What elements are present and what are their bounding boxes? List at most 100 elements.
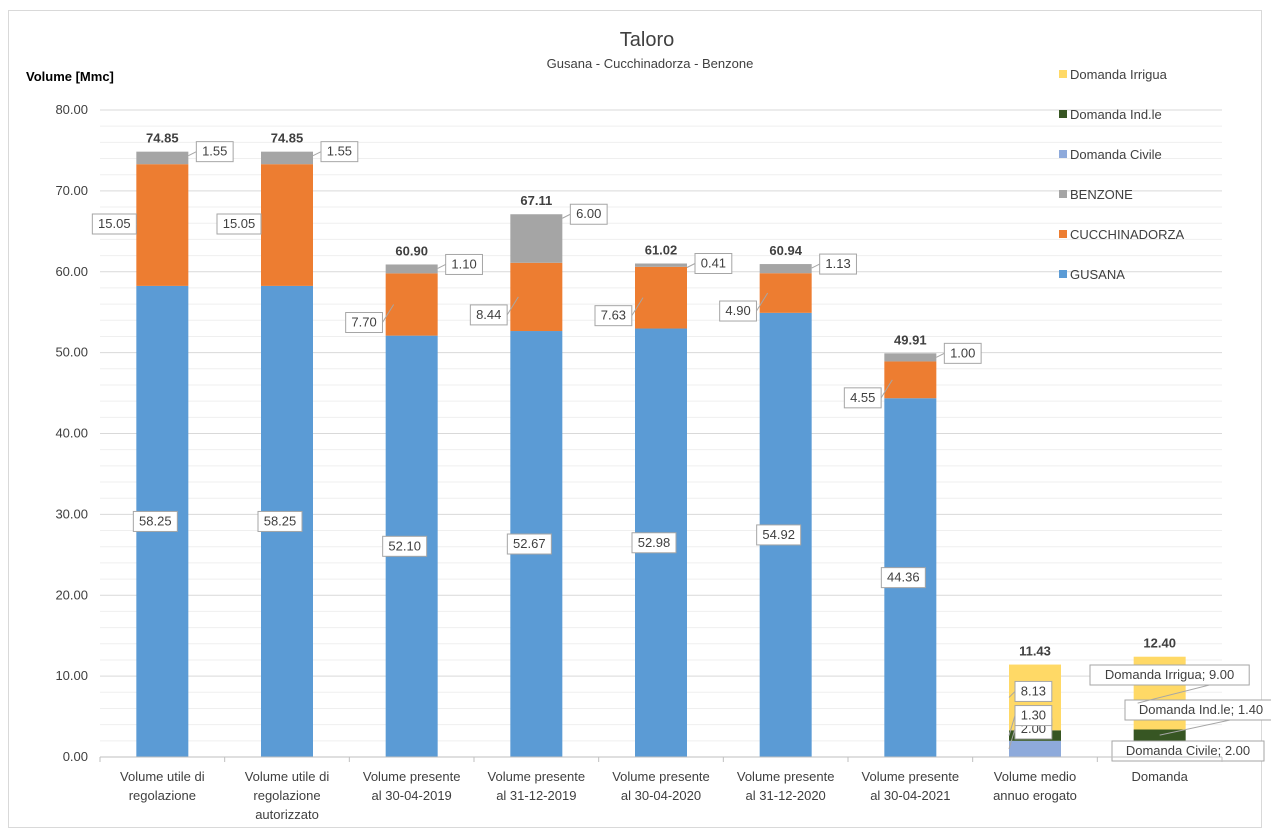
legend-item: BENZONE: [1059, 187, 1133, 202]
leader-line: [756, 292, 769, 312]
y-tick-label: 50.00: [55, 345, 88, 360]
data-label-text: 52.98: [638, 535, 671, 550]
leader-line: [1008, 728, 1016, 750]
leader-line: [506, 296, 519, 316]
data-label: 4.90: [719, 292, 769, 322]
leader-line: [631, 297, 644, 316]
bar-segment-cucchinadorza: [136, 164, 189, 286]
data-label-text: 8.13: [1021, 683, 1046, 698]
data-label: 58.25: [132, 510, 178, 532]
data-label-text: 52.67: [513, 536, 546, 551]
data-label: Domanda Ind.le; 1.40: [1124, 699, 1271, 736]
y-tick-label: 10.00: [55, 668, 88, 683]
data-label-box: [880, 567, 926, 589]
chart-frame: [8, 10, 1262, 828]
bar-segment-cucchinadorza: [884, 361, 937, 399]
data-label: 1.00: [936, 342, 982, 364]
data-label: 1.13: [811, 253, 857, 275]
data-label-box: [1014, 705, 1053, 727]
data-label: 54.92: [756, 524, 802, 546]
data-label-box: [1124, 699, 1271, 721]
data-label: 4.55: [843, 379, 893, 409]
leader-line: [188, 151, 197, 157]
data-label: 1.55: [188, 141, 234, 163]
data-label-box: [469, 304, 508, 326]
bar-segment-cucchinadorza: [635, 266, 687, 329]
data-label: 1.10: [437, 253, 483, 275]
legend-swatch: [1059, 150, 1067, 158]
data-label-text: 15.05: [98, 216, 131, 231]
data-label-box: [719, 300, 757, 322]
data-label-box: [345, 312, 383, 334]
data-label: 1.55: [312, 141, 359, 163]
total-label: 61.02: [645, 243, 678, 258]
data-label-text: 1.55: [202, 144, 227, 159]
data-label-text: Domanda Civile; 2.00: [1126, 743, 1250, 758]
legend-item: GUSANA: [1059, 267, 1125, 282]
bar-segment-benzone: [759, 264, 812, 274]
legend-swatch: [1059, 230, 1067, 238]
data-label: 6.00: [562, 203, 608, 225]
leader-line: [1008, 691, 1016, 698]
total-label: 60.94: [769, 243, 802, 258]
bar-segment-cucchinadorza: [759, 273, 812, 313]
x-tick-label: Volume utile di regolazione autorizzato: [245, 769, 330, 822]
legend-item: Domanda Ind.le: [1059, 107, 1162, 122]
total-label: 49.91: [894, 332, 927, 347]
legend-label: Domanda Ind.le: [1070, 107, 1162, 122]
data-label: Domanda Civile; 2.00: [1111, 740, 1265, 762]
x-tick-label: Volume medio annuo erogato: [993, 769, 1077, 803]
leader-line: [880, 379, 893, 399]
data-label-text: 4.90: [725, 303, 750, 318]
bar-segment-benzone: [635, 263, 687, 267]
legend-swatch: [1059, 110, 1067, 118]
bar-segment-cucchinadorza: [261, 164, 313, 286]
data-label-text: 54.92: [762, 527, 795, 542]
data-label-text: 1.10: [451, 256, 476, 271]
total-label: 12.40: [1143, 636, 1176, 651]
legend-label: CUCCHINADORZA: [1070, 227, 1184, 242]
data-label-box: [1111, 740, 1265, 762]
x-tick-label: Domanda: [1131, 769, 1188, 784]
data-label: 44.36: [880, 567, 926, 589]
data-label-box: [257, 510, 303, 532]
data-label: 52.10: [382, 535, 428, 557]
leader-line: [811, 263, 820, 269]
data-label: 7.63: [594, 297, 644, 327]
data-label-text: 6.00: [576, 206, 601, 221]
data-label-box: [1089, 664, 1250, 686]
axis-layer: 0.00 10.00 20.00 30.00 40.00 50.00 60.00 70.00 8…: [55, 102, 1223, 822]
data-label: 15.05: [216, 213, 262, 235]
data-label-box: [843, 387, 882, 409]
data-label-text: 1.13: [825, 256, 850, 271]
chart-subtitle: Gusana - Cucchinadorza - Benzone: [547, 56, 754, 71]
data-label-box: [819, 253, 857, 275]
legend-label: GUSANA: [1070, 267, 1125, 282]
bar-segment-benzone: [510, 214, 563, 263]
data-label-box: [132, 510, 178, 532]
data-label-text: 52.10: [388, 538, 421, 553]
legend-swatch: [1059, 270, 1067, 278]
data-label: 7.70: [345, 304, 395, 334]
data-labels-layer: 74.85 74.85 60.90 67.11 61.02 60.94 49.91 11.43…: [91, 131, 1271, 762]
legend-item: Domanda Civile: [1059, 147, 1162, 162]
x-tick-label: Volume utile di regolazione: [120, 769, 205, 803]
bar-segment-benzone: [261, 151, 313, 165]
y-axis-label: Volume [Mmc]: [26, 69, 114, 84]
total-label: 74.85: [271, 131, 304, 146]
x-tick-label: Volume presente al 30-04-2021: [862, 769, 960, 803]
x-tick-label: Volume presente al 30-04-2019: [363, 769, 461, 803]
data-label-box: [445, 253, 483, 275]
y-tick-label: 60.00: [55, 264, 88, 279]
leader-line: [562, 213, 571, 219]
data-label-box: [216, 213, 262, 235]
data-label-box: [91, 213, 137, 235]
legend-item: CUCCHINADORZA: [1059, 227, 1184, 242]
total-label: 11.43: [1019, 644, 1051, 659]
data-label-text: 58.25: [139, 513, 172, 528]
data-label-text: 4.55: [850, 390, 875, 405]
data-label: 1.30: [1008, 705, 1053, 736]
leader-line: [936, 352, 945, 358]
data-label: 58.25: [257, 510, 303, 532]
